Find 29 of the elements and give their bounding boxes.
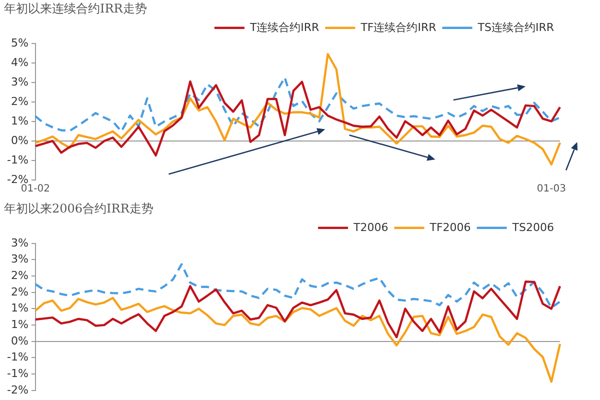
y-tick-label: 2% [10, 268, 28, 282]
legend-label: TF2006 [428, 220, 471, 234]
legend-label: TS2006 [511, 220, 554, 234]
x-tick-label: 01-02 [20, 184, 50, 195]
x-tick-label: 01-03 [536, 184, 566, 195]
y-tick-label: 3% [10, 236, 28, 250]
y-tick-label: -2% [7, 383, 28, 396]
y-tick-label: -1% [7, 350, 28, 364]
y-tick-label: 4% [10, 56, 28, 69]
legend-label: TF连续合约IRR [360, 20, 437, 34]
legend-label: TS连续合约IRR [476, 20, 554, 34]
y-tick-label: 1% [10, 114, 28, 128]
chart-title: 年初以来2006合约IRR走势 [4, 201, 154, 216]
legend-label: T连续合约IRR [248, 20, 320, 34]
chart-title: 年初以来连续合约IRR走势 [4, 1, 147, 16]
y-tick-label: 3% [10, 75, 28, 88]
line-series [34, 76, 562, 133]
y-tick-label: 0% [10, 134, 28, 147]
y-tick-label: 3% [10, 252, 28, 266]
line-series [34, 263, 562, 309]
y-tick-label: -1% [7, 153, 28, 166]
legend-label: T2006 [352, 220, 388, 234]
y-tick-label: 1% [10, 302, 28, 315]
y-tick-label: 2% [10, 94, 28, 108]
y-tick-label: 1% [10, 318, 28, 331]
y-tick-label: 5% [10, 36, 28, 50]
y-tick-label: -1% [7, 366, 28, 380]
y-tick-label: 2% [10, 285, 28, 298]
y-tick-label: 0% [10, 334, 28, 348]
